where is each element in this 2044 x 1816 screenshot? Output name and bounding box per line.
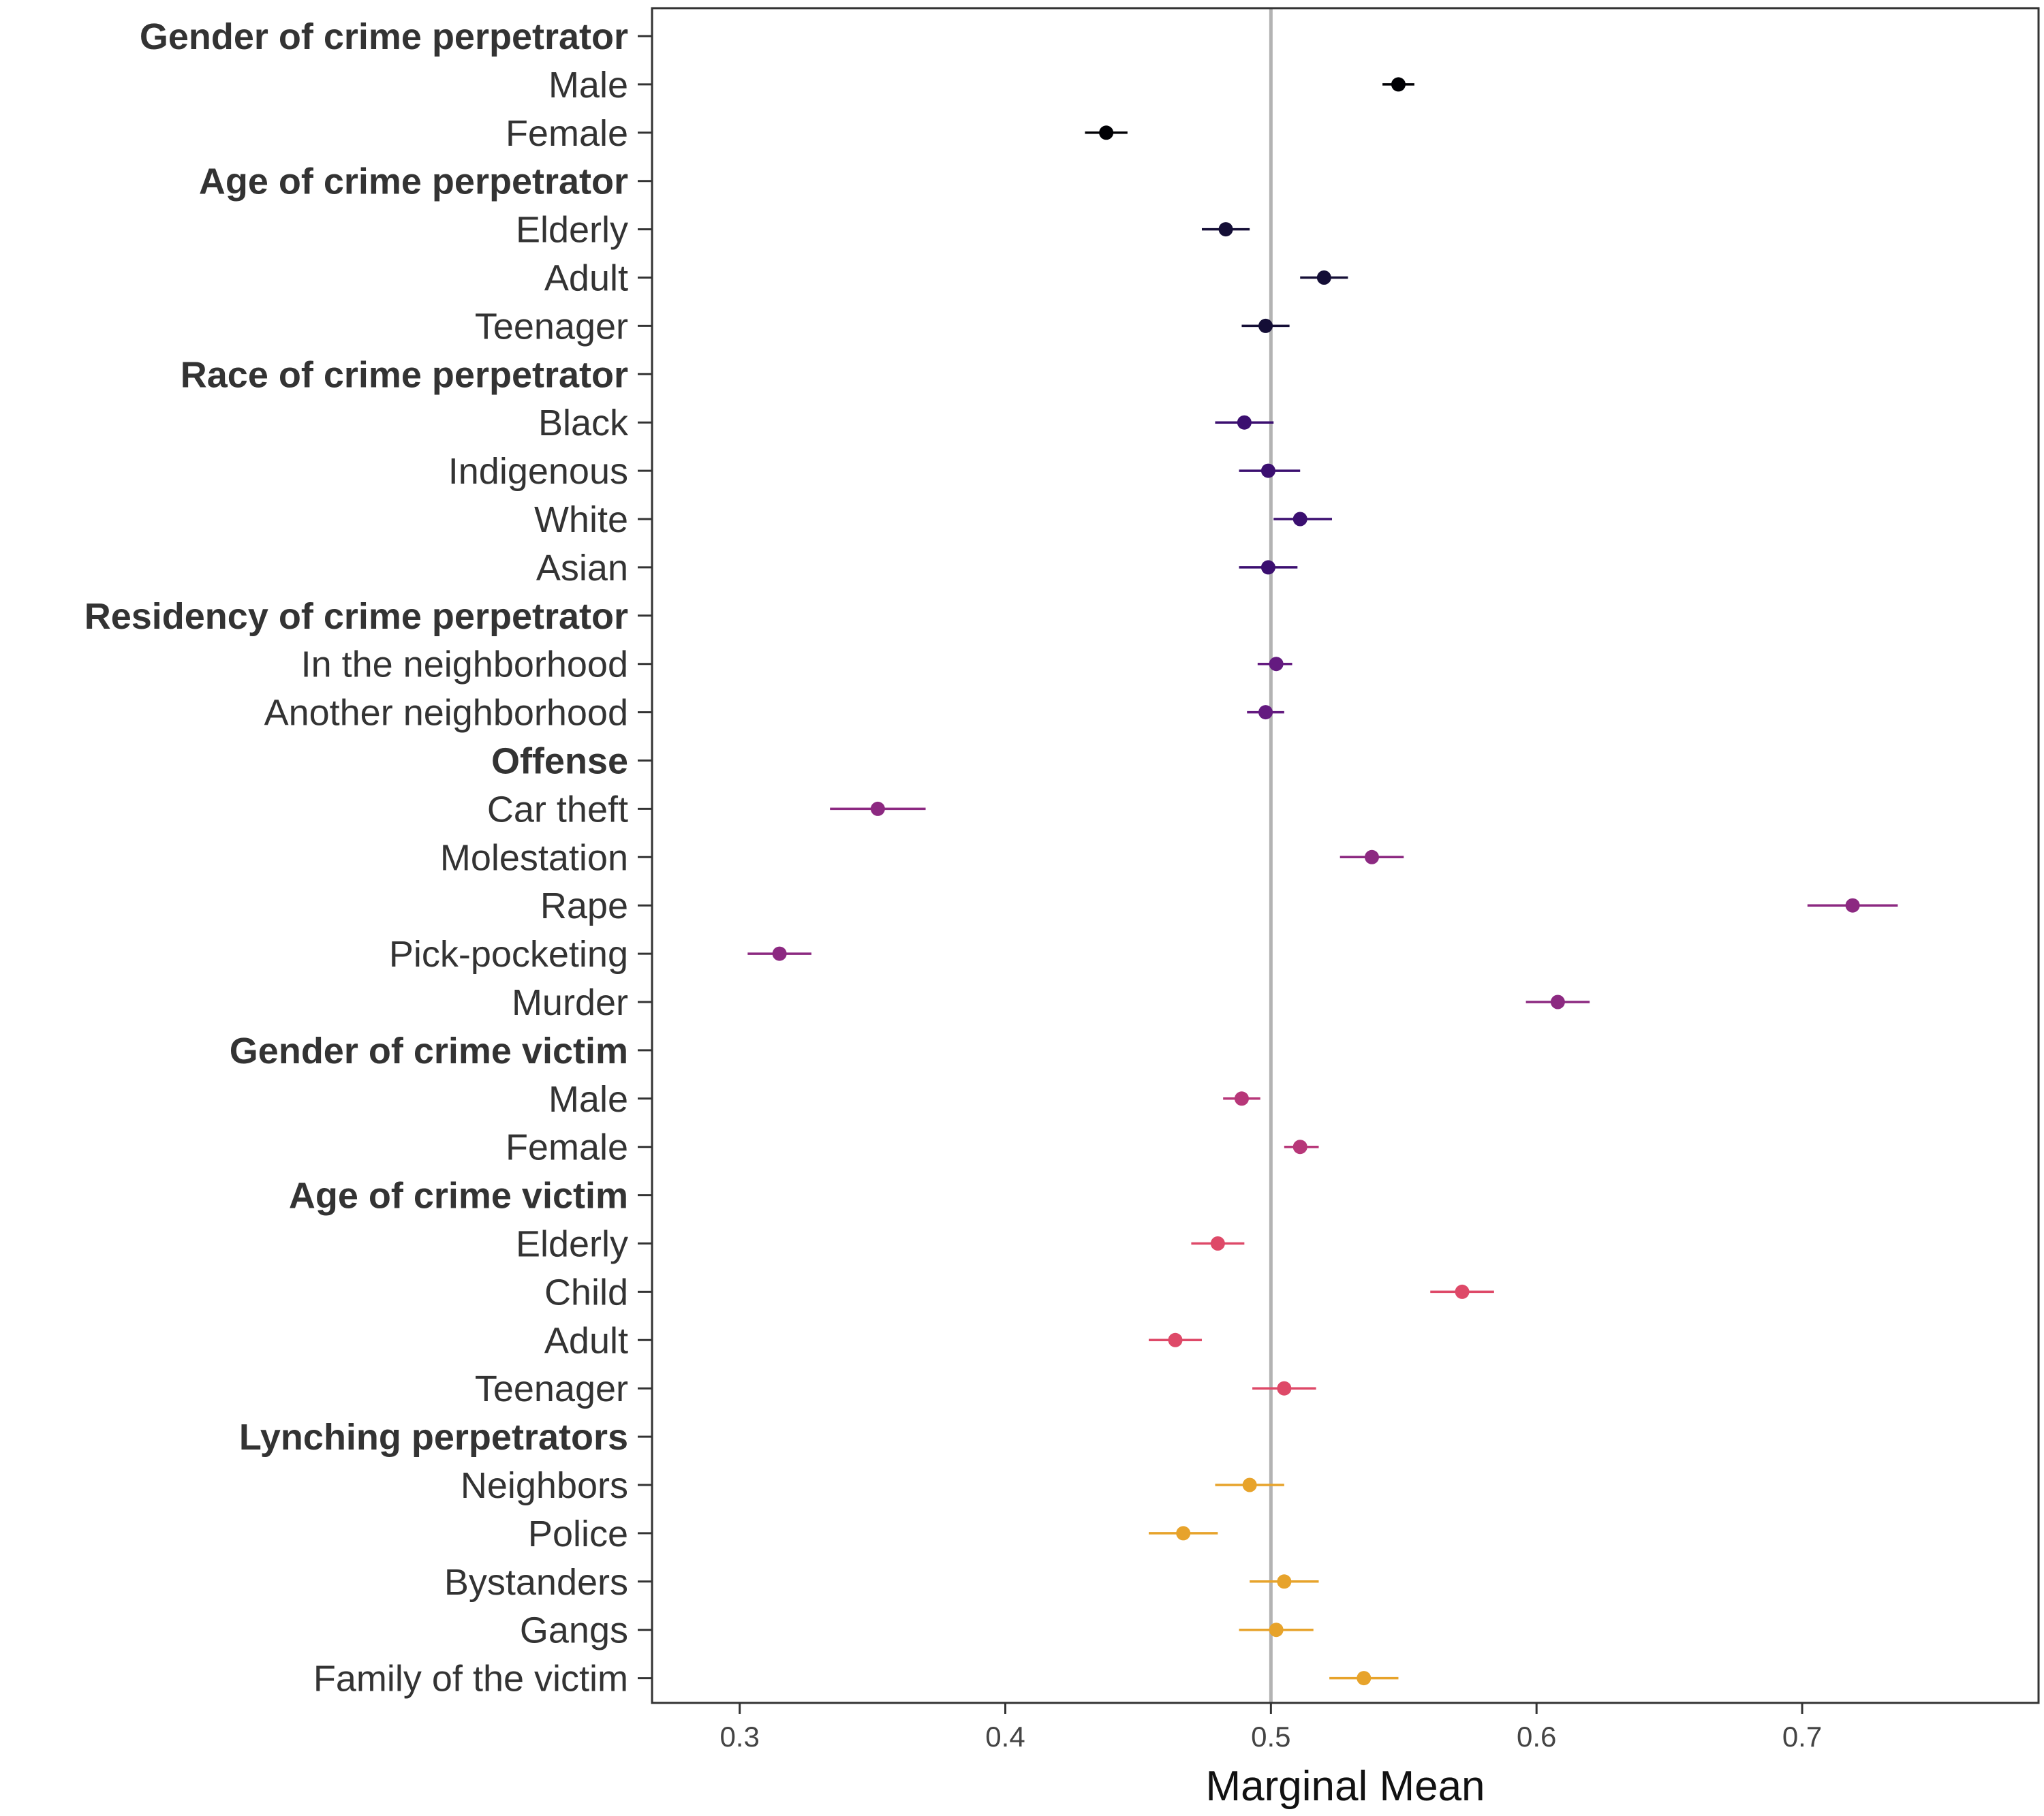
row-label: Female — [506, 1127, 628, 1168]
group-header-label: Age of crime victim — [289, 1176, 628, 1217]
estimate-point — [1258, 318, 1273, 333]
group-header-label: Age of crime perpetrator — [199, 161, 628, 202]
x-tick-label: 0.4 — [985, 1721, 1025, 1753]
row-label: Bystanders — [444, 1562, 628, 1603]
plot-panel-border — [651, 7, 2040, 1704]
x-tick-label: 0.5 — [1251, 1721, 1290, 1753]
row-label: Child — [544, 1272, 628, 1313]
row-label: Male — [548, 65, 628, 106]
estimate-point — [1242, 1477, 1257, 1492]
group-header-label: Lynching perpetrators — [239, 1417, 628, 1458]
estimate-point — [1168, 1332, 1183, 1347]
x-tick-label: 0.6 — [1517, 1721, 1556, 1753]
estimate-point — [1260, 463, 1275, 478]
estimate-point — [1391, 77, 1406, 92]
row-label: Elderly — [516, 1224, 628, 1265]
row-labels-layer: Gender of crime perpetrator Male Female Age… — [84, 16, 652, 1700]
x-axis: 0.3 0.4 0.5 0.6 0.7 — [719, 1703, 1822, 1753]
estimate-point — [1845, 898, 1860, 913]
estimate-point — [870, 801, 885, 816]
estimate-point — [1292, 1140, 1307, 1155]
estimate-point — [1316, 270, 1331, 285]
estimate-point — [1218, 222, 1233, 237]
row-label: Rape — [540, 886, 628, 926]
group-header-label: Gender of crime perpetrator — [140, 16, 628, 57]
group-header-label: Race of crime perpetrator — [181, 354, 628, 395]
row-label: Adult — [544, 258, 628, 299]
group-header-label: Offense — [491, 741, 628, 782]
group-header-label: Gender of crime victim — [230, 1031, 628, 1071]
estimate-point — [1260, 560, 1275, 575]
row-label: Murder — [512, 982, 628, 1023]
estimate-point — [1099, 125, 1114, 140]
row-label: Police — [528, 1514, 628, 1554]
row-label: Indigenous — [448, 451, 628, 492]
row-label: Male — [548, 1079, 628, 1120]
data-marks-layer — [747, 77, 1898, 1686]
x-axis-title: Marginal Mean — [1205, 1763, 1485, 1810]
estimate-point — [772, 946, 787, 961]
estimate-point — [1364, 849, 1379, 864]
row-label: Molestation — [440, 837, 628, 878]
row-label: Teenager — [475, 306, 628, 347]
row-label: Black — [538, 403, 629, 443]
row-label: Gangs — [520, 1610, 628, 1651]
row-label: Elderly — [516, 210, 628, 251]
row-label: Adult — [544, 1320, 628, 1361]
x-tick-label: 0.7 — [1782, 1721, 1822, 1753]
row-label: In the neighborhood — [301, 644, 628, 685]
row-label: Female — [506, 113, 628, 154]
row-label: Family of the victim — [313, 1659, 628, 1700]
row-label: Car theft — [487, 789, 628, 830]
estimate-point — [1550, 995, 1565, 1009]
row-label: Another neighborhood — [264, 693, 628, 734]
row-label: White — [534, 499, 628, 540]
estimate-point — [1210, 1236, 1225, 1251]
estimate-point — [1277, 1574, 1292, 1589]
estimate-point — [1269, 657, 1284, 672]
estimate-point — [1455, 1284, 1470, 1299]
estimate-point — [1269, 1623, 1284, 1638]
estimate-point — [1176, 1526, 1191, 1541]
estimate-point — [1234, 1091, 1249, 1106]
estimate-point — [1277, 1381, 1292, 1396]
estimate-point — [1292, 512, 1307, 527]
estimate-point — [1237, 415, 1252, 430]
row-label: Pick-pocketing — [389, 934, 628, 975]
group-header-label: Residency of crime perpetrator — [84, 596, 628, 637]
row-label: Neighbors — [461, 1465, 628, 1506]
row-label: Teenager — [475, 1368, 628, 1409]
x-tick-label: 0.3 — [719, 1721, 759, 1753]
row-label: Asian — [536, 548, 628, 589]
estimate-point — [1357, 1671, 1372, 1686]
estimate-point — [1258, 705, 1273, 720]
